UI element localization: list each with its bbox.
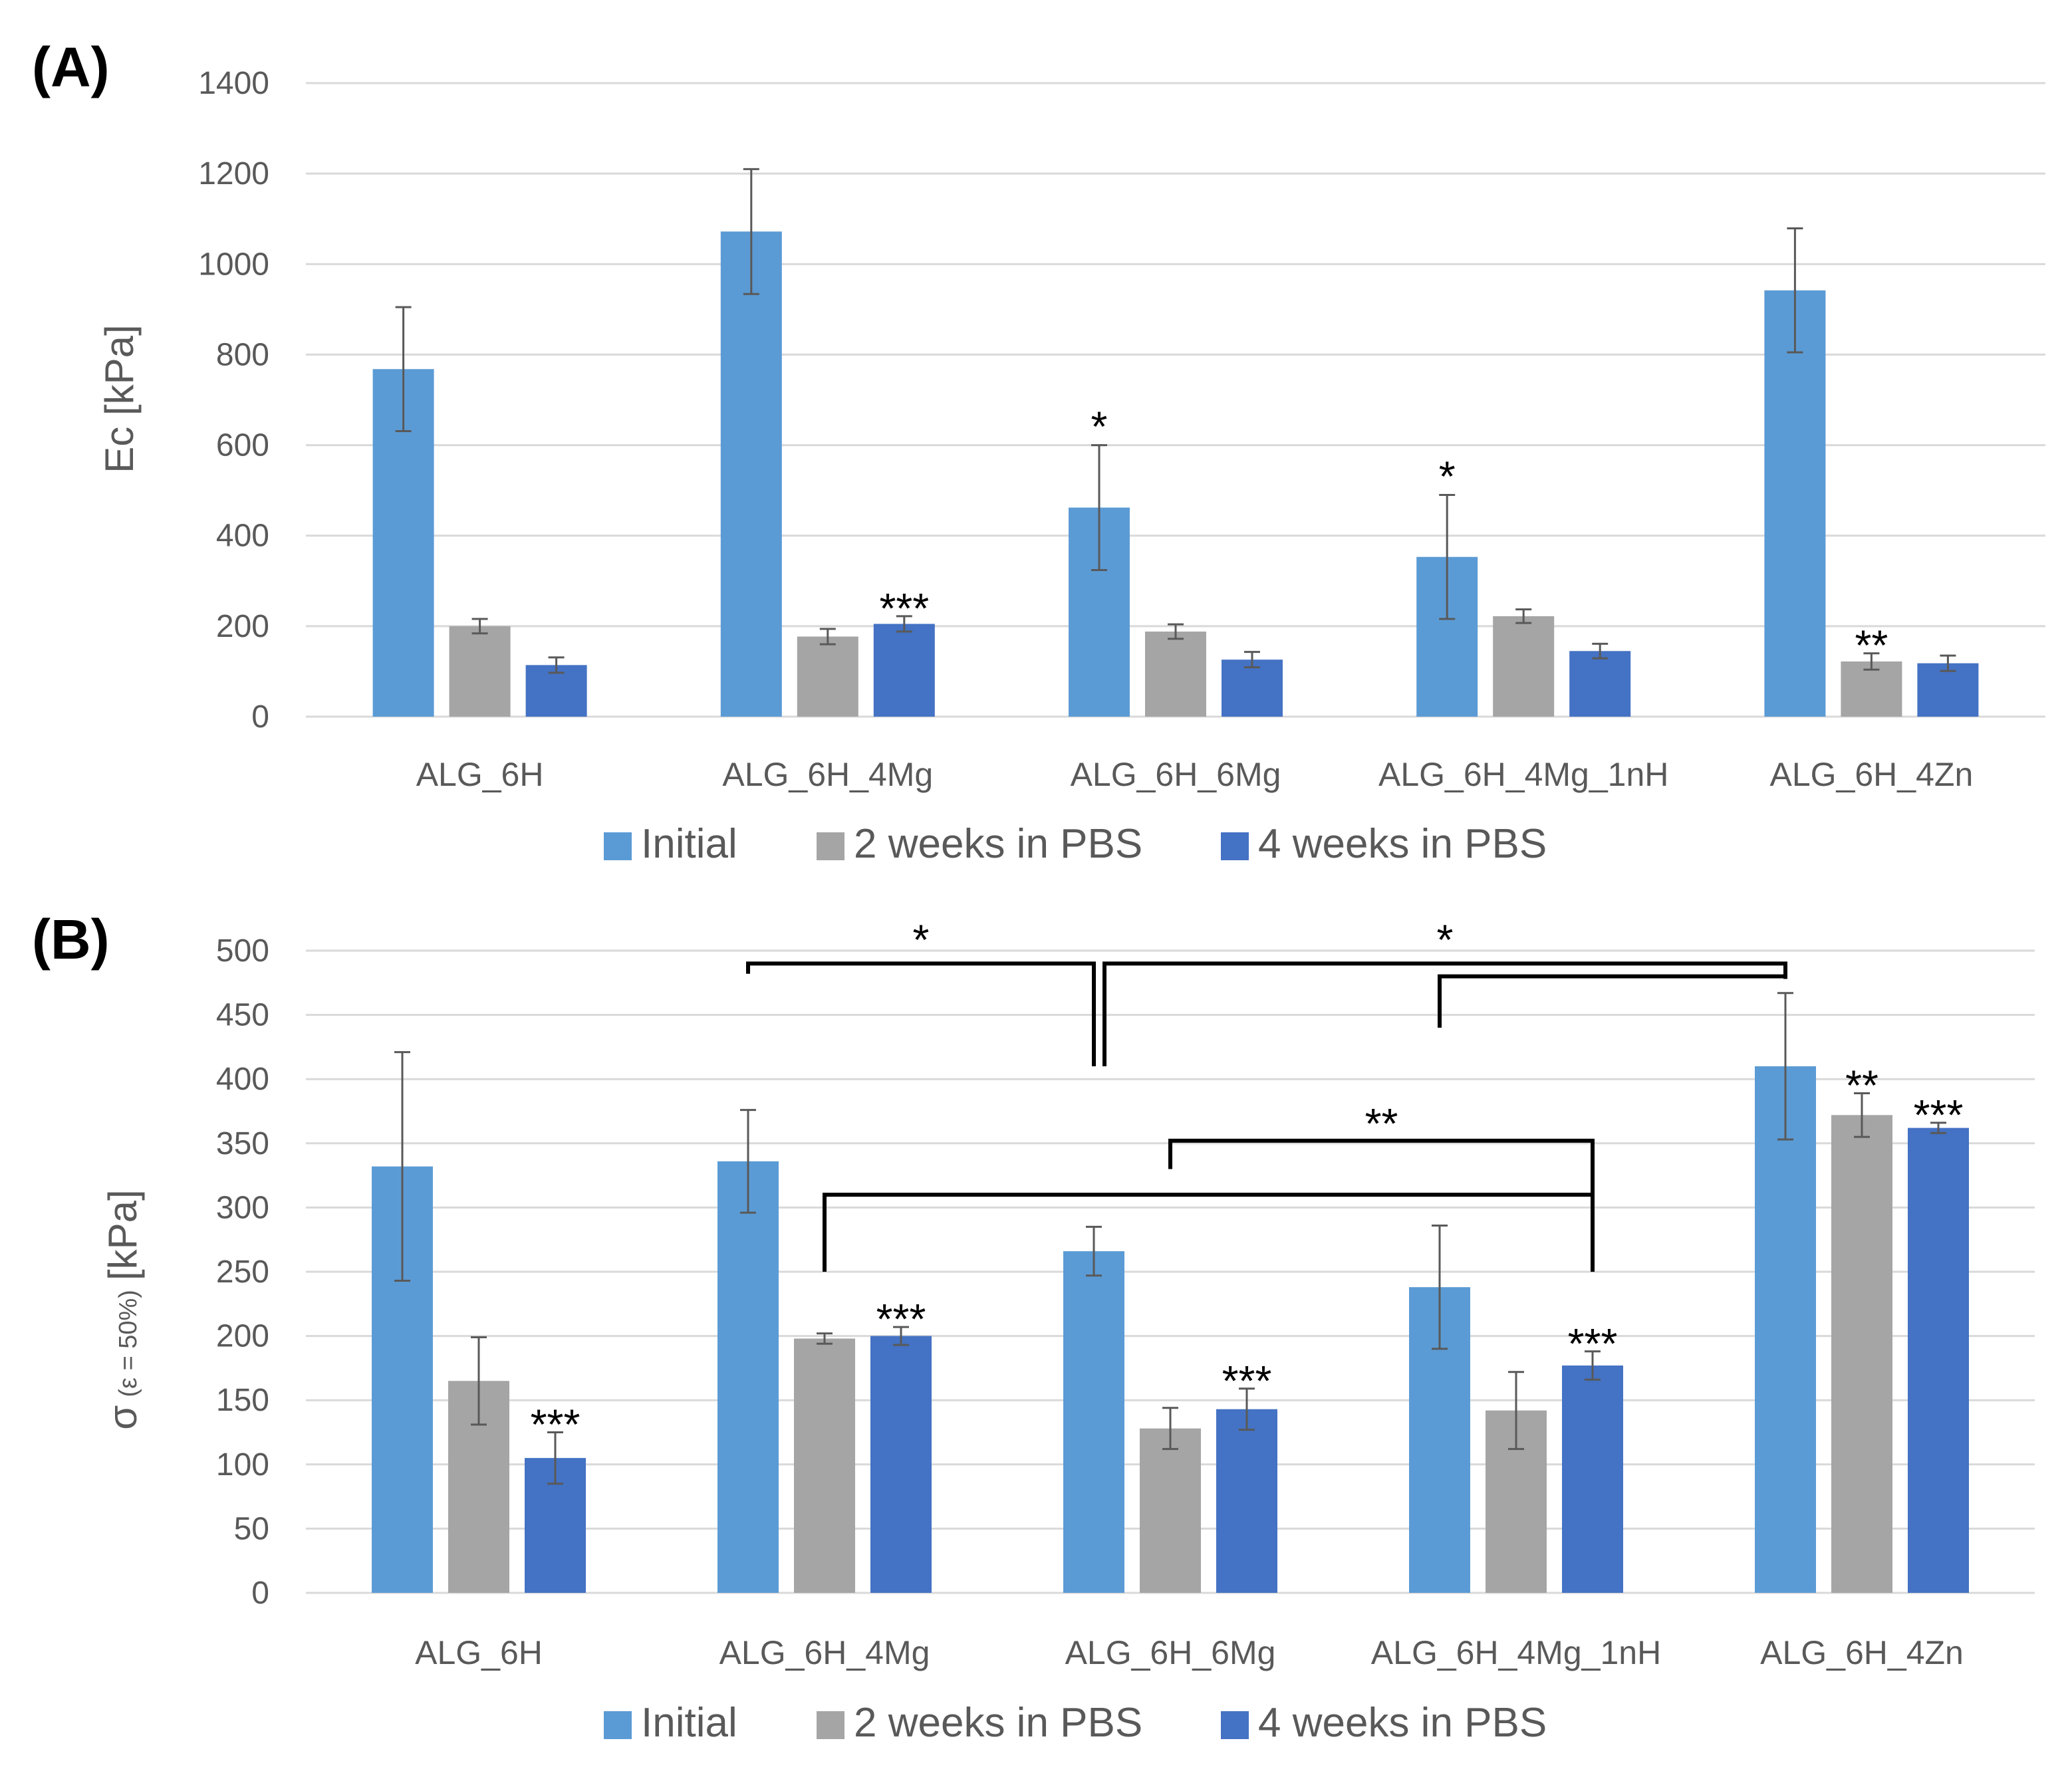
category-label-b: ALG_6H [415, 1634, 543, 1671]
legend-label-a: Initial [641, 821, 737, 867]
category-label-b: ALG_6H_6Mg [1065, 1634, 1276, 1671]
y-tick-label-a: 400 [216, 519, 269, 554]
bar-b-2-weeks-in-pbs-1 [794, 1338, 855, 1593]
significance-marker-b: *** [1222, 1357, 1272, 1405]
significance-bracket-b [1438, 974, 1785, 1028]
legend-swatch-a [604, 832, 632, 860]
legend-label-b: Initial [641, 1700, 737, 1746]
bar-b-4-weeks-in-pbs-2 [1216, 1409, 1277, 1593]
bar-b-initial-2 [1063, 1251, 1124, 1593]
bar-a-initial-4 [1764, 290, 1826, 717]
y-axis-title-b-sub: (ε = 50%) [114, 1290, 142, 1397]
y-tick-label-b: 200 [216, 1319, 269, 1354]
bar-a-initial-1 [720, 231, 782, 717]
legend-swatch-a [1221, 832, 1249, 860]
bar-a-2-weeks-in-pbs-1 [797, 636, 858, 717]
y-tick-label-b: 400 [216, 1062, 269, 1097]
significance-marker-a: ** [1855, 622, 1888, 669]
chart-b-svg: (B) σ (ε = 50%) [kPa] 0 50 100 150 200 250 300 35… [32, 908, 2035, 1746]
y-tick-label-a: 1000 [198, 247, 269, 282]
y-tick-label-a: 1400 [198, 66, 269, 101]
significance-marker-b: *** [876, 1295, 926, 1343]
y-tick-label-b: 150 [216, 1383, 269, 1418]
category-label-a: ALG_6H_6Mg [1071, 756, 1281, 793]
significance-marker-b: ** [1845, 1061, 1878, 1109]
category-label-b: ALG_6H_4Mg [719, 1634, 930, 1671]
bar-b-2-weeks-in-pbs-4 [1831, 1115, 1892, 1593]
y-tick-label-b: 50 [234, 1511, 269, 1546]
bar-b-2-weeks-in-pbs-2 [1140, 1428, 1201, 1593]
significance-marker-a: * [1439, 452, 1456, 500]
y-tick-label-b: 100 [216, 1447, 269, 1482]
bar-a-4-weeks-in-pbs-2 [1222, 659, 1283, 717]
bracket-label-b: * [1437, 915, 1454, 963]
category-label-a: ALG_6H_4Mg [722, 756, 933, 793]
y-axis-title-b-main: σ [100, 1405, 145, 1430]
category-label-a: ALG_6H [416, 756, 544, 793]
y-tick-label-b: 250 [216, 1254, 269, 1290]
significance-marker-a: * [1091, 403, 1108, 451]
y-axis-title-a: Ec [kPa] [97, 324, 142, 473]
significance-bracket-b [746, 961, 1096, 1066]
significance-bracket-b [1168, 1138, 1595, 1272]
bar-a-2-weeks-in-pbs-3 [1493, 616, 1555, 717]
bracket-label-b: * [913, 915, 930, 963]
significance-marker-b: *** [1914, 1091, 1964, 1139]
legend-label-a: 2 weeks in PBS [854, 821, 1142, 867]
bar-a-4-weeks-in-pbs-4 [1917, 663, 1979, 717]
category-label-b: ALG_6H_4Zn [1760, 1634, 1964, 1671]
bar-a-2-weeks-in-pbs-2 [1145, 632, 1206, 717]
category-label-a: ALG_6H_4Zn [1770, 756, 1974, 793]
legend-label-b: 2 weeks in PBS [854, 1700, 1142, 1746]
significance-marker-b: *** [1568, 1320, 1618, 1367]
y-tick-label-a: 1200 [198, 156, 269, 191]
significance-bracket-b [1102, 961, 1787, 1066]
legend-label-b: 4 weeks in PBS [1258, 1700, 1547, 1746]
legend-swatch-a [817, 832, 844, 860]
legend-a: Initial 2 weeks in PBS 4 weeks in PBS [604, 821, 1547, 867]
bar-a-2-weeks-in-pbs-4 [1841, 661, 1902, 717]
significance-marker-b: *** [531, 1401, 581, 1449]
y-tick-label-b: 350 [216, 1126, 269, 1161]
category-label-a: ALG_6H_4Mg_1nH [1378, 756, 1668, 793]
bracket-label-b: ** [1365, 1100, 1398, 1147]
plot-area-b: 0 50 100 150 200 250 300 350 400 450 500 ALG_6H ALG_… [216, 915, 2035, 1671]
bar-a-4-weeks-in-pbs-1 [873, 624, 935, 717]
panel-b-label: (B) [32, 908, 110, 971]
legend-label-a: 4 weeks in PBS [1258, 821, 1547, 867]
y-tick-label-b: 450 [216, 998, 269, 1033]
bar-b-4-weeks-in-pbs-1 [870, 1336, 932, 1593]
panel-a-label: (A) [32, 36, 110, 98]
y-axis-title-b: σ (ε = 50%) [kPa] [100, 1189, 145, 1429]
y-tick-label-a: 600 [216, 428, 269, 463]
panel-b: (B) σ (ε = 50%) [kPa] 0 50 100 150 200 250 300 35… [0, 891, 2072, 1776]
bar-a-4-weeks-in-pbs-3 [1569, 651, 1631, 717]
y-tick-label-a: 200 [216, 609, 269, 644]
legend-swatch-b [1221, 1711, 1249, 1739]
category-label-b: ALG_6H_4Mg_1nH [1371, 1634, 1661, 1671]
y-tick-label-a: 800 [216, 337, 269, 372]
bar-b-4-weeks-in-pbs-3 [1562, 1365, 1623, 1593]
plot-area-a: 0 200 400 600 800 1000 1200 1400 ALG_6H ALG_6H_4M… [198, 66, 2045, 793]
significance-marker-a: *** [879, 584, 929, 632]
y-tick-label-b: 0 [251, 1576, 269, 1611]
chart-a-svg: (A) Ec [kPa] 0 200 400 600 800 1000 1200 1400 AL… [32, 36, 2045, 867]
panel-a: (A) Ec [kPa] 0 200 400 600 800 1000 1200 1400 AL… [32, 36, 2045, 867]
y-tick-label-a: 0 [251, 699, 269, 735]
significance-bracket-b [823, 1193, 1595, 1272]
bar-a-2-weeks-in-pbs-0 [449, 626, 511, 717]
bar-b-initial-1 [717, 1161, 779, 1593]
legend-swatch-b [604, 1711, 632, 1739]
y-tick-label-b: 500 [216, 933, 269, 969]
legend-swatch-b [817, 1711, 844, 1739]
bar-b-initial-4 [1755, 1066, 1816, 1593]
y-axis-title-b-unit: [kPa] [100, 1189, 145, 1280]
bar-b-4-weeks-in-pbs-4 [1908, 1127, 1969, 1593]
legend-b: Initial 2 weeks in PBS 4 weeks in PBS [604, 1700, 1547, 1746]
y-tick-label-b: 300 [216, 1190, 269, 1225]
